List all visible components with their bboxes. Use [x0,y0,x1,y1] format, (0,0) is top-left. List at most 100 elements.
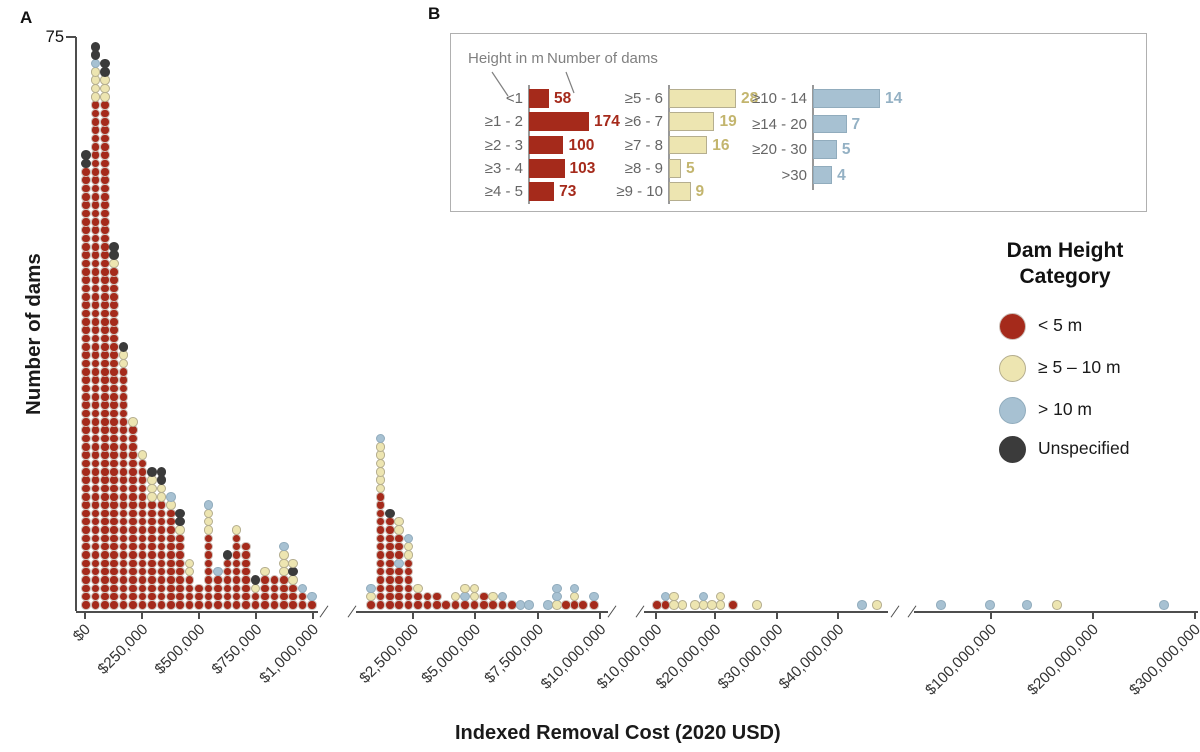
x-axis-segment-3 [914,611,1198,613]
dam-dot [1022,600,1032,610]
bar-value-label: 5 [685,160,695,177]
bar-category-label: ≥20 - 30 [752,141,807,158]
legend-title-line1: Dam Height [1006,239,1124,262]
dam-dot [250,575,261,585]
bar [529,89,549,108]
dam-dot [413,583,423,594]
legend-title: Dam Height Category [985,238,1145,291]
dam-dot [1052,600,1062,610]
dam-dot [1159,600,1169,610]
dam-dot [524,600,534,610]
dam-dot [394,516,404,527]
dam-dot [231,525,242,535]
dam-dot [81,150,91,160]
dam-dot [578,600,588,610]
bar-value-label: 174 [594,113,620,131]
bar-value-label: 73 [559,183,577,201]
dam-dot [488,591,498,602]
y-axis-tick-75 [66,36,76,38]
bar [669,135,708,155]
dam-dot [241,541,251,552]
panel-b-label: B [428,4,441,23]
bar-value-label: 19 [719,113,737,131]
x-tick [655,612,657,619]
bar-value-label: 5 [841,141,851,158]
dam-dot [552,583,562,594]
dam-dot [184,558,195,569]
legend-swatch-K [999,435,1026,463]
bar-category-label: ≥8 - 9 [624,160,663,177]
x-tick [84,612,86,619]
y-axis-line [75,37,78,611]
bar [669,89,736,108]
dam-dot [90,42,101,52]
dam-dot [213,566,223,577]
leader-line-number [565,71,575,94]
bar-value-label: 4 [837,166,846,184]
dam-dot [432,591,442,602]
x-tick [474,612,476,619]
dam-dot [985,600,995,610]
x-axis-segment-2 [644,611,888,613]
mini-axis-2 [812,85,814,190]
bar-value-label: 16 [712,136,730,154]
legend-swatch-Y [999,354,1026,382]
bar [813,140,837,159]
dam-dot [128,416,138,427]
bar [669,112,715,131]
dam-dot [194,583,204,594]
legend-swatch-B [999,396,1026,424]
dam-dot [422,591,433,602]
bar-category-label: ≥6 - 7 [624,113,663,131]
bar-category-label: ≥3 - 4 [484,160,523,177]
dam-dot [460,583,470,594]
panel-a-label: A [20,8,33,27]
dam-dot [269,575,280,585]
dam-dot [203,500,214,510]
dam-dot [403,533,414,544]
annotation-height-in-m: Height in m [468,50,544,67]
legend-label: > 10 m [1038,399,1092,419]
bar [529,182,555,201]
x-tick [198,612,200,619]
annotation-number-of-dams: Number of dams [547,50,658,67]
bar-category-label: <1 [505,90,523,107]
x-tick [837,612,839,619]
dam-dot [450,591,461,602]
bar-category-label: ≥9 - 10 [616,183,663,201]
dam-dot [375,433,386,444]
bar-category-label: ≥10 - 14 [752,90,807,107]
dam-dot [677,600,688,610]
x-axis-segment-1 [356,611,608,613]
dam-dot [297,583,308,594]
bar [669,182,691,201]
bar-value-label: 58 [554,90,572,107]
dam-dot [698,591,709,602]
bar [813,165,833,184]
x-axis-segment-0 [76,611,318,613]
mini-axis-0 [528,85,530,204]
dam-dot [936,600,946,610]
dam-dot [669,591,679,602]
x-tick [312,612,314,619]
bar-value-label: 9 [695,183,705,201]
legend-label: ≥ 5 – 10 m [1038,357,1121,377]
bar [813,114,847,133]
bar-category-label: ≥4 - 5 [484,183,523,201]
bar-value-label: 100 [568,136,595,154]
x-axis-title: Indexed Removal Cost (2020 USD) [455,722,781,744]
dam-dot [222,550,233,560]
dam-dot [385,508,395,519]
legend-title-line2: Category [1019,265,1111,289]
dam-dot [100,58,110,69]
bar-category-label: ≥1 - 2 [484,113,523,131]
dam-dot [872,600,882,610]
dam-dot [715,591,726,602]
x-tick [714,612,716,619]
bar-value-label: 103 [569,160,596,177]
x-tick [141,612,143,619]
x-tick [1194,612,1196,619]
